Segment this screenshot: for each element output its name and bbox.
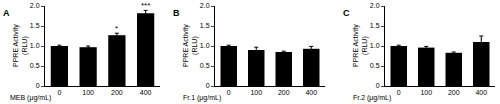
svg-text:MEB (μg/mL): MEB (μg/mL) xyxy=(10,94,51,102)
svg-text:400: 400 xyxy=(475,89,487,96)
svg-text:0.5: 0.5 xyxy=(30,62,40,69)
svg-text:***: *** xyxy=(141,1,150,10)
svg-text:1.5: 1.5 xyxy=(30,22,40,29)
svg-text:100: 100 xyxy=(82,89,94,96)
svg-text:1.0: 1.0 xyxy=(370,42,380,49)
svg-text:A: A xyxy=(3,8,10,18)
svg-text:2.0: 2.0 xyxy=(200,2,210,9)
svg-text:1.0: 1.0 xyxy=(30,42,40,49)
svg-text:0: 0 xyxy=(206,82,210,89)
svg-text:400: 400 xyxy=(140,89,152,96)
svg-text:0: 0 xyxy=(36,82,40,89)
svg-text:200: 200 xyxy=(111,89,123,96)
svg-text:Fr.1 (μg/mL): Fr.1 (μg/mL) xyxy=(183,94,221,102)
svg-text:1.5: 1.5 xyxy=(370,22,380,29)
svg-text:PPRE Activity(RLU): PPRE Activity(RLU) xyxy=(12,24,29,67)
svg-text:PPRE Activity(RLU): PPRE Activity(RLU) xyxy=(182,24,199,67)
svg-text:0: 0 xyxy=(227,89,231,96)
svg-text:PPRE Activity(RLU): PPRE Activity(RLU) xyxy=(352,24,369,67)
svg-text:0.5: 0.5 xyxy=(370,62,380,69)
svg-text:*: * xyxy=(115,24,118,33)
svg-text:Fr.2 (μg/mL): Fr.2 (μg/mL) xyxy=(353,94,391,102)
svg-text:2.0: 2.0 xyxy=(370,2,380,9)
svg-text:2.0: 2.0 xyxy=(30,2,40,9)
svg-text:0: 0 xyxy=(376,82,380,89)
svg-text:1.5: 1.5 xyxy=(200,22,210,29)
svg-text:0.5: 0.5 xyxy=(200,62,210,69)
svg-text:200: 200 xyxy=(278,89,290,96)
svg-text:0: 0 xyxy=(57,89,61,96)
svg-text:400: 400 xyxy=(305,89,317,96)
svg-text:100: 100 xyxy=(420,89,432,96)
svg-text:100: 100 xyxy=(250,89,262,96)
svg-text:0: 0 xyxy=(397,89,401,96)
svg-text:1.0: 1.0 xyxy=(200,42,210,49)
svg-text:C: C xyxy=(343,8,350,18)
svg-text:B: B xyxy=(173,8,180,18)
svg-text:200: 200 xyxy=(448,89,460,96)
